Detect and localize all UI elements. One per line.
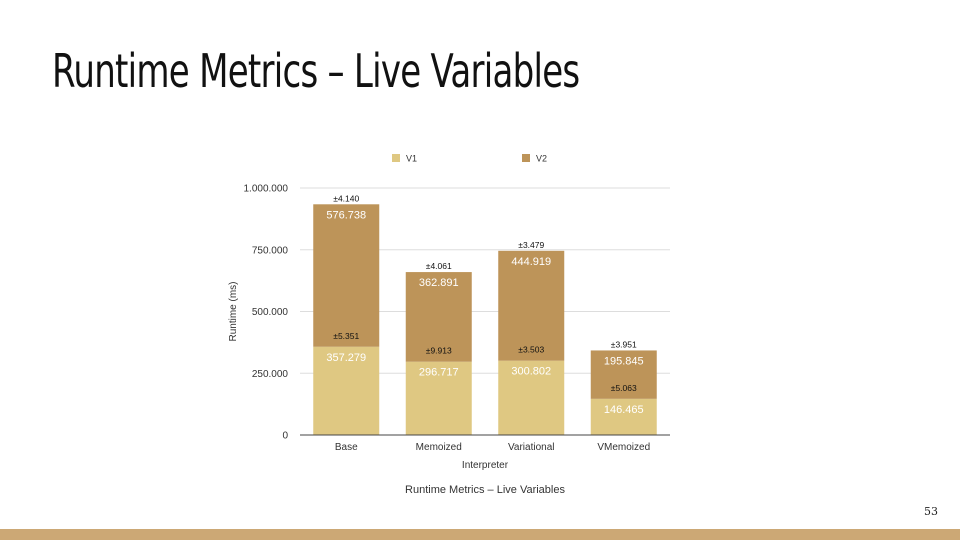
- error-label-v1: ±5.063: [611, 383, 637, 393]
- data-label-v2: 362.891: [419, 277, 459, 289]
- bar-v1: [498, 360, 565, 435]
- slide-number: 53: [924, 505, 938, 518]
- footer-bar: [0, 529, 960, 540]
- y-axis-title: Runtime (ms): [228, 281, 239, 341]
- bar-v2: [590, 350, 657, 399]
- bar-v2: [405, 272, 472, 362]
- bar-v1: [405, 361, 472, 435]
- data-label-v2: 444.919: [511, 256, 551, 268]
- data-label-v1: 357.279: [326, 352, 366, 364]
- error-label-v1: ±5.351: [333, 331, 359, 341]
- chart-title: Runtime Metrics – Live Variables: [405, 484, 565, 496]
- legend-swatch: [392, 154, 400, 162]
- bar-v2: [498, 250, 565, 361]
- error-label-v2: ±3.951: [611, 339, 637, 349]
- error-label-v2: ±4.061: [426, 261, 452, 271]
- x-tick-label: Base: [335, 442, 358, 453]
- data-label-v1: 296.717: [419, 367, 459, 379]
- error-label-v2: ±4.140: [333, 193, 359, 203]
- y-tick-label: 750.000: [252, 245, 289, 256]
- data-label-v1: 300.802: [511, 366, 551, 378]
- y-tick-label: 500.000: [252, 307, 289, 318]
- legend-label: V1: [406, 154, 417, 164]
- y-tick-label: 250.000: [252, 369, 289, 380]
- x-tick-label: Memoized: [416, 442, 462, 453]
- legend-swatch: [522, 154, 530, 162]
- y-tick-label: 0: [282, 431, 288, 442]
- legend-label: V2: [536, 154, 547, 164]
- error-label-v1: ±3.503: [518, 345, 544, 355]
- bar-v1: [313, 346, 380, 435]
- data-label-v1: 146.465: [604, 404, 644, 416]
- x-tick-label: VMemoized: [597, 442, 650, 453]
- y-tick-label: 1.000.000: [244, 184, 289, 195]
- data-label-v2: 576.738: [326, 209, 366, 221]
- slide-title: Runtime Metrics – Live Variables: [52, 44, 580, 98]
- error-label-v2: ±3.479: [518, 240, 544, 250]
- bar-v2: [313, 204, 380, 347]
- error-label-v1: ±9.913: [426, 346, 452, 356]
- x-tick-label: Variational: [508, 442, 555, 453]
- data-label-v2: 195.845: [604, 355, 644, 367]
- bar-v1: [590, 398, 657, 435]
- x-axis-title: Interpreter: [462, 460, 509, 471]
